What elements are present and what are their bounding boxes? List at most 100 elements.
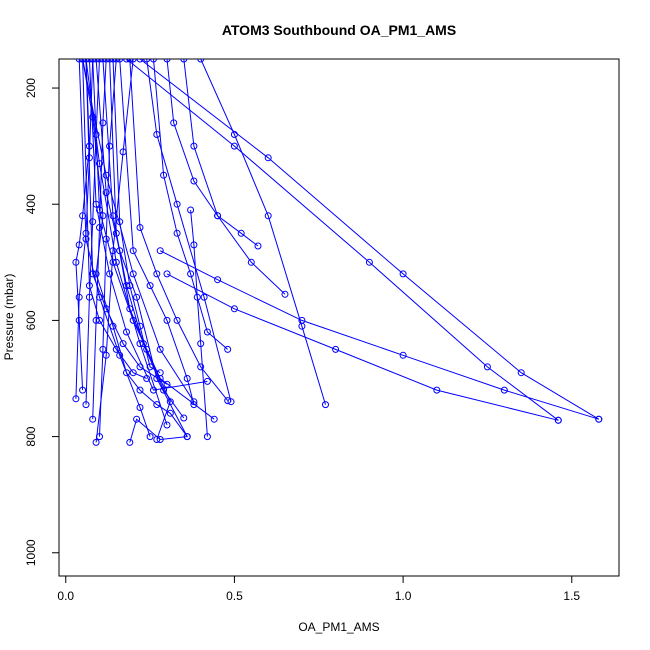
data-point bbox=[102, 59, 110, 63]
data-point bbox=[163, 59, 171, 63]
data-point bbox=[123, 59, 130, 63]
series-line-10 bbox=[146, 59, 232, 402]
series-line-27 bbox=[119, 59, 195, 405]
data-point bbox=[197, 59, 205, 63]
series-line-12 bbox=[183, 59, 286, 295]
series-line-14 bbox=[126, 59, 559, 421]
data-point bbox=[160, 171, 168, 179]
data-point bbox=[281, 290, 289, 298]
data-point bbox=[156, 345, 164, 353]
series-line-25 bbox=[78, 59, 151, 437]
data-point bbox=[193, 293, 201, 301]
data-point bbox=[72, 395, 80, 403]
data-point bbox=[92, 59, 100, 63]
data-point bbox=[153, 270, 161, 278]
data-point bbox=[136, 386, 144, 394]
data-point bbox=[89, 415, 97, 423]
y-tick-label: 1000 bbox=[24, 539, 38, 566]
data-point bbox=[399, 351, 407, 359]
data-point bbox=[227, 398, 235, 406]
data-point bbox=[112, 345, 120, 353]
series-line-21 bbox=[190, 209, 208, 437]
series-line-19 bbox=[153, 59, 229, 350]
y-tick-label: 400 bbox=[24, 194, 38, 214]
data-point bbox=[96, 316, 103, 324]
data-point bbox=[187, 270, 195, 278]
data-point bbox=[163, 380, 171, 388]
data-point bbox=[109, 59, 117, 63]
data-point bbox=[102, 351, 110, 359]
plot-frame bbox=[58, 58, 620, 577]
data-point bbox=[116, 218, 124, 226]
y-tick-label: 600 bbox=[24, 310, 38, 330]
data-point bbox=[170, 119, 178, 127]
data-point bbox=[82, 59, 90, 63]
series-line-26 bbox=[109, 59, 171, 440]
data-point bbox=[322, 401, 329, 409]
data-point bbox=[332, 345, 340, 353]
data-point bbox=[136, 59, 144, 63]
series-line-17 bbox=[166, 273, 559, 421]
data-point bbox=[106, 59, 114, 63]
data-point bbox=[109, 258, 117, 266]
data-point bbox=[173, 200, 181, 208]
data-point bbox=[180, 59, 188, 63]
data-point bbox=[123, 328, 130, 336]
data-point bbox=[82, 235, 90, 243]
data-point bbox=[173, 316, 181, 324]
data-point bbox=[483, 363, 491, 371]
y-tick-label: 200 bbox=[24, 78, 38, 98]
data-point bbox=[150, 59, 157, 63]
data-point bbox=[595, 415, 603, 423]
data-point bbox=[96, 293, 103, 301]
data-point bbox=[116, 59, 124, 63]
series-line-8 bbox=[82, 59, 195, 402]
data-point bbox=[129, 59, 137, 63]
data-point bbox=[136, 404, 144, 411]
data-point bbox=[166, 409, 174, 417]
data-point bbox=[153, 436, 161, 443]
data-point bbox=[126, 305, 134, 313]
data-point bbox=[102, 171, 110, 179]
data-point bbox=[554, 416, 562, 424]
data-point bbox=[166, 398, 174, 406]
x-tick-label: 1.5 bbox=[563, 589, 580, 603]
data-point bbox=[264, 154, 272, 162]
data-point bbox=[75, 316, 83, 324]
data-point bbox=[102, 305, 110, 313]
data-point bbox=[99, 59, 107, 63]
data-point bbox=[190, 142, 198, 150]
data-point bbox=[96, 160, 103, 168]
data-point bbox=[200, 293, 208, 301]
data-point bbox=[129, 270, 137, 278]
y-axis-label: Pressure (mbar) bbox=[2, 274, 16, 361]
data-point bbox=[123, 369, 130, 377]
series-line-5 bbox=[92, 59, 107, 420]
data-point bbox=[173, 229, 181, 237]
data-point bbox=[224, 397, 232, 405]
data-point bbox=[133, 415, 141, 423]
data-point bbox=[112, 229, 120, 237]
data-point bbox=[89, 59, 97, 63]
series-line-7 bbox=[95, 59, 134, 443]
series-line-13 bbox=[200, 59, 326, 405]
data-point bbox=[75, 293, 83, 301]
series-line-30 bbox=[82, 59, 147, 379]
y-axis: 200 400 600 800 1000 bbox=[24, 78, 59, 566]
series-line-29 bbox=[85, 59, 168, 385]
data-point bbox=[433, 386, 441, 394]
data-point bbox=[214, 212, 222, 220]
data-point bbox=[129, 247, 137, 255]
series-line-15 bbox=[139, 59, 600, 420]
data-point bbox=[203, 328, 211, 336]
series-layer bbox=[72, 59, 603, 446]
data-point bbox=[75, 241, 83, 249]
data-point bbox=[163, 421, 171, 429]
data-point bbox=[82, 401, 90, 409]
data-point bbox=[150, 386, 157, 394]
series-line-16 bbox=[159, 250, 599, 420]
data-point bbox=[203, 377, 211, 385]
data-point bbox=[102, 189, 110, 197]
data-point bbox=[365, 258, 373, 266]
series-line-18 bbox=[112, 59, 161, 374]
